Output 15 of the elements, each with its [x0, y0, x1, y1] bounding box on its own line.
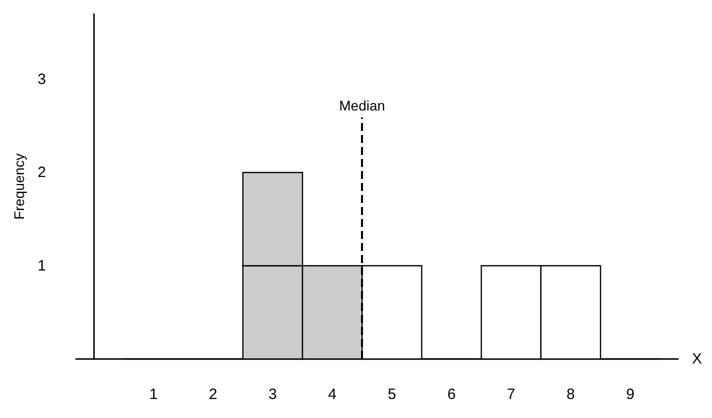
x-tick-label: 5	[388, 386, 396, 403]
ref-line-label: Median	[339, 98, 386, 114]
x-tick-label: 2	[208, 386, 218, 403]
y-axis-title: Frequency	[11, 153, 27, 220]
y-tick-label: 1	[38, 257, 46, 274]
x-tick-label: 1	[149, 386, 158, 403]
x-tick-label: 9	[626, 386, 634, 403]
x-axis-title: X	[692, 350, 702, 368]
x-tick-label: 6	[447, 386, 456, 403]
x-tick-label: 7	[506, 386, 516, 403]
x-tick-label: 8	[566, 386, 575, 403]
y-tick-label: 3	[38, 70, 46, 88]
x-tick-label: 4	[328, 386, 336, 403]
y-tick-label: 2	[38, 164, 46, 182]
x-tick-label: 3	[268, 386, 277, 403]
